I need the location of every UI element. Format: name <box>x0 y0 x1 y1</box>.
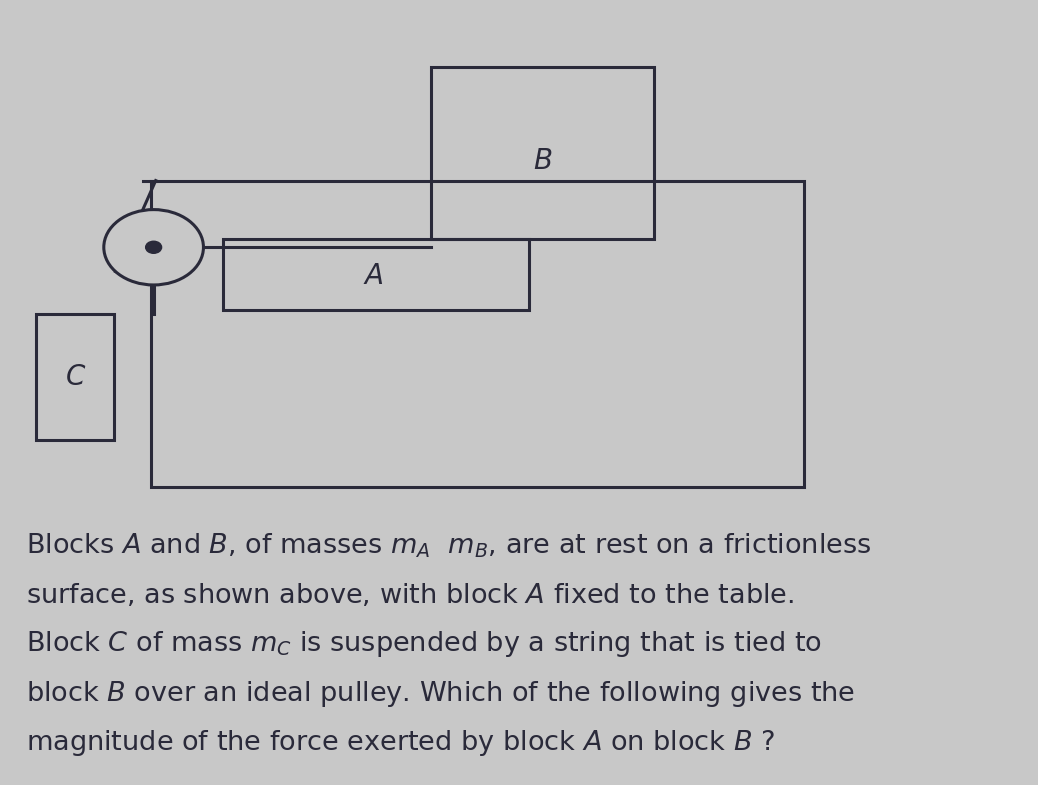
Text: $A$: $A$ <box>363 262 384 290</box>
Bar <box>151 181 804 487</box>
Text: $B$: $B$ <box>534 147 552 175</box>
Text: magnitude of the force exerted by block $A$ on block $B$ ?: magnitude of the force exerted by block … <box>26 728 775 758</box>
Text: block $B$ over an ideal pulley. Which of the following gives the: block $B$ over an ideal pulley. Which of… <box>26 679 855 709</box>
Circle shape <box>104 210 203 285</box>
Text: Block $C$ of mass $m_C$ is suspended by a string that is tied to: Block $C$ of mass $m_C$ is suspended by … <box>26 630 822 659</box>
Bar <box>431 67 654 239</box>
Bar <box>36 314 114 440</box>
Text: $C$: $C$ <box>65 363 86 391</box>
Circle shape <box>145 241 162 254</box>
Text: Blocks $A$ and $B$, of masses $m_A$  $m_B$, are at rest on a frictionless: Blocks $A$ and $B$, of masses $m_A$ $m_B… <box>26 531 871 560</box>
Text: surface, as shown above, with block $A$ fixed to the table.: surface, as shown above, with block $A$ … <box>26 582 794 608</box>
Bar <box>223 239 529 310</box>
